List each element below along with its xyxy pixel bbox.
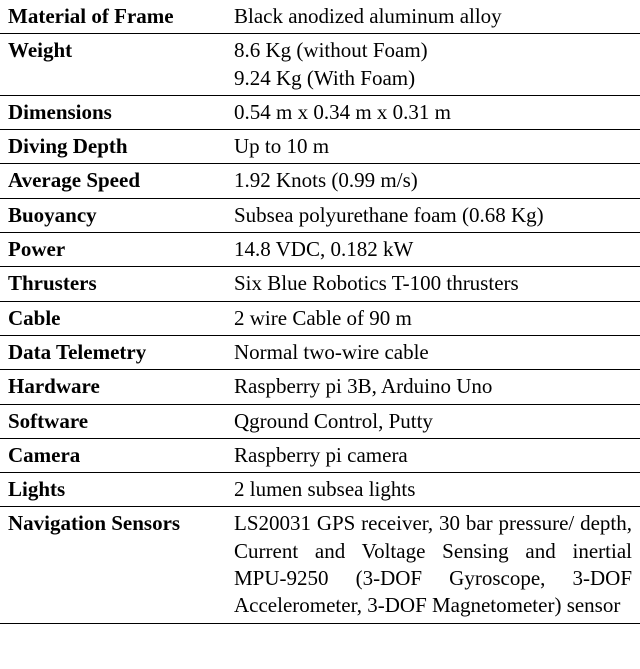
specs-table: Material of FrameBlack anodized aluminum… xyxy=(0,0,640,624)
spec-label: Navigation Sensors xyxy=(0,507,226,623)
spec-value: Raspberry pi 3B, Arduino Uno xyxy=(226,370,640,404)
spec-label: Weight xyxy=(0,34,226,96)
specs-tbody: Material of FrameBlack anodized aluminum… xyxy=(0,0,640,623)
table-row: Data TelemetryNormal two-wire cable xyxy=(0,335,640,369)
spec-label: Data Telemetry xyxy=(0,335,226,369)
table-row: SoftwareQground Control, Putty xyxy=(0,404,640,438)
spec-value: Qground Control, Putty xyxy=(226,404,640,438)
spec-value: Subsea polyurethane foam (0.68 Kg) xyxy=(226,198,640,232)
spec-value: 1.92 Knots (0.99 m/s) xyxy=(226,164,640,198)
table-row: Dimensions0.54 m x 0.34 m x 0.31 m xyxy=(0,95,640,129)
spec-label: Material of Frame xyxy=(0,0,226,34)
spec-label: Software xyxy=(0,404,226,438)
spec-value: 2 wire Cable of 90 m xyxy=(226,301,640,335)
spec-label: Thrusters xyxy=(0,267,226,301)
spec-label: Camera xyxy=(0,438,226,472)
table-row: HardwareRaspberry pi 3B, Arduino Uno xyxy=(0,370,640,404)
spec-label: Buoyancy xyxy=(0,198,226,232)
table-row: CameraRaspberry pi camera xyxy=(0,438,640,472)
table-row: Average Speed1.92 Knots (0.99 m/s) xyxy=(0,164,640,198)
spec-value: LS20031 GPS receiver, 30 bar pressure/ d… xyxy=(226,507,640,623)
table-row: Weight8.6 Kg (without Foam)9.24 Kg (With… xyxy=(0,34,640,96)
table-row: Navigation SensorsLS20031 GPS receiver, … xyxy=(0,507,640,623)
spec-value: Normal two-wire cable xyxy=(226,335,640,369)
spec-value: 8.6 Kg (without Foam)9.24 Kg (With Foam) xyxy=(226,34,640,96)
spec-label: Cable xyxy=(0,301,226,335)
spec-label: Hardware xyxy=(0,370,226,404)
spec-label: Lights xyxy=(0,473,226,507)
table-row: BuoyancySubsea polyurethane foam (0.68 K… xyxy=(0,198,640,232)
spec-label: Dimensions xyxy=(0,95,226,129)
spec-value: 2 lumen subsea lights xyxy=(226,473,640,507)
spec-value: 14.8 VDC, 0.182 kW xyxy=(226,233,640,267)
table-row: Power14.8 VDC, 0.182 kW xyxy=(0,233,640,267)
spec-label: Power xyxy=(0,233,226,267)
spec-label: Average Speed xyxy=(0,164,226,198)
table-row: ThrustersSix Blue Robotics T-100 thruste… xyxy=(0,267,640,301)
table-row: Cable2 wire Cable of 90 m xyxy=(0,301,640,335)
spec-value: Raspberry pi camera xyxy=(226,438,640,472)
spec-label: Diving Depth xyxy=(0,130,226,164)
spec-value: Up to 10 m xyxy=(226,130,640,164)
table-row: Lights2 lumen subsea lights xyxy=(0,473,640,507)
spec-value: Six Blue Robotics T-100 thrusters xyxy=(226,267,640,301)
spec-value: Black anodized aluminum alloy xyxy=(226,0,640,34)
table-row: Material of FrameBlack anodized aluminum… xyxy=(0,0,640,34)
spec-value: 0.54 m x 0.34 m x 0.31 m xyxy=(226,95,640,129)
table-row: Diving DepthUp to 10 m xyxy=(0,130,640,164)
